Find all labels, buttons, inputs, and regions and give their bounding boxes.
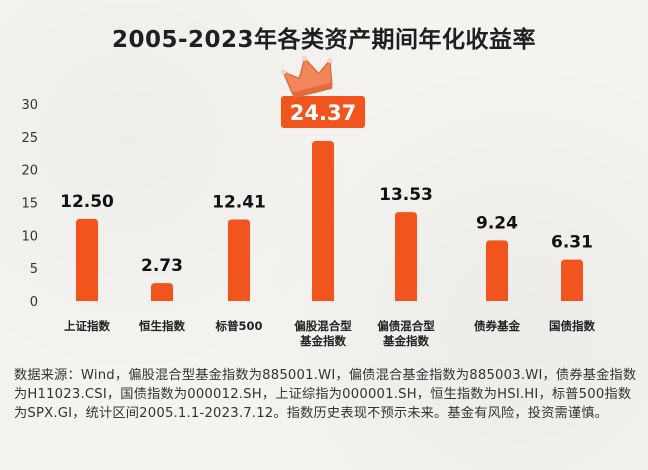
highlight-label-box	[281, 96, 365, 128]
bar-chart: 0 5 10 15 20 25 30 12.50 2.73 12.41 24.37 13.53 9.2…	[21, 55, 595, 348]
bar	[395, 212, 417, 301]
category-label: 恒生指数	[139, 319, 185, 333]
bar	[312, 140, 334, 301]
category-label: 偏股混合型	[294, 319, 352, 333]
footnote: 数据来源：Wind，偏股混合型基金指数为885001.WI，偏债混合基金指数为8…	[14, 368, 637, 421]
bar	[561, 259, 583, 301]
category-label: 基金指数	[299, 334, 346, 348]
y-tick-label: 10	[21, 229, 38, 244]
category-label: 债券基金	[474, 319, 520, 333]
bars	[76, 140, 583, 301]
y-tick-label: 25	[21, 131, 38, 146]
bar-value-label: 12.41	[212, 193, 266, 213]
category-label: 偏债混合型	[377, 319, 435, 333]
bar-value-label: 6.31	[551, 233, 593, 253]
category-label: 基金指数	[382, 334, 429, 348]
y-tick-label: 30	[21, 98, 38, 113]
value-labels: 12.50 2.73 12.41 24.37 13.53 9.24 6.31	[60, 55, 593, 276]
category-label: 标普500	[214, 319, 262, 333]
y-tick-label: 0	[30, 295, 38, 310]
y-tick-label: 5	[30, 262, 38, 277]
bar-value-label: 2.73	[141, 256, 183, 276]
bar-value-label: 9.24	[476, 213, 518, 233]
category-label: 国债指数	[549, 319, 595, 333]
bar-value-label: 13.53	[379, 185, 433, 205]
bar	[151, 283, 173, 301]
y-tick-label: 20	[21, 164, 38, 179]
chart-title: 2005-2023年各类资产期间年化收益率	[111, 27, 537, 53]
y-tick-label: 15	[21, 197, 38, 212]
crown-icon	[280, 55, 333, 98]
bar	[228, 219, 250, 301]
bar-value-label: 12.50	[60, 192, 114, 212]
bar	[76, 218, 98, 301]
bar-value-label: 24.37	[290, 101, 356, 125]
y-axis: 0 5 10 15 20 25 30	[21, 98, 38, 310]
bar	[486, 240, 508, 301]
category-label: 上证指数	[64, 319, 110, 333]
